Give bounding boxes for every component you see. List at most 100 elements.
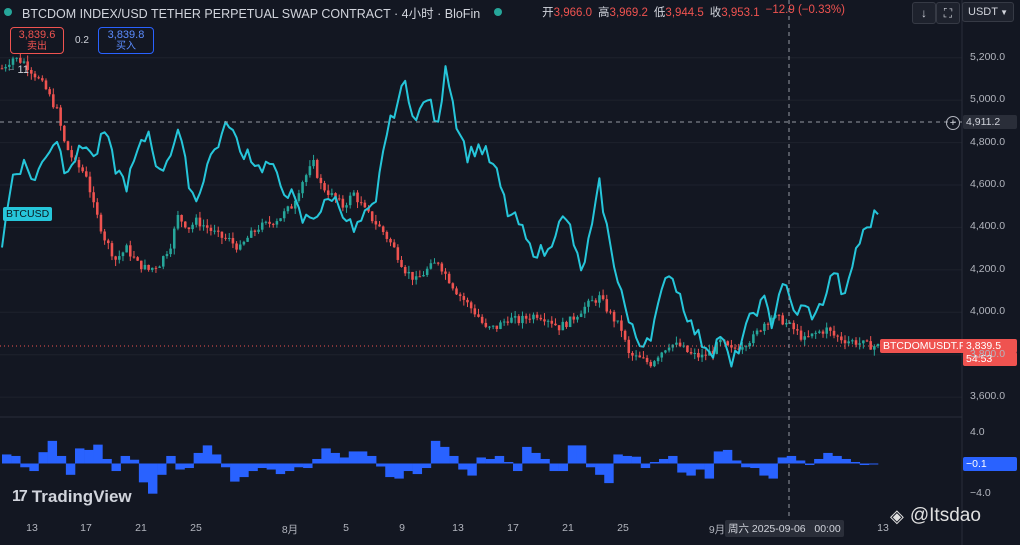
candle-body bbox=[323, 183, 326, 191]
candle-body bbox=[770, 317, 773, 324]
candle-body bbox=[341, 198, 345, 208]
candle-body bbox=[143, 264, 147, 270]
candle-body bbox=[623, 330, 627, 340]
candle-body bbox=[546, 320, 550, 322]
candle-body bbox=[30, 70, 33, 74]
candle-body bbox=[286, 206, 290, 212]
candle-body bbox=[818, 331, 821, 333]
candle-body bbox=[620, 320, 623, 331]
arrow-down-icon[interactable]: ↓ bbox=[912, 2, 936, 24]
oscillator-bar bbox=[722, 449, 733, 464]
tradingview-logo-icon: 17 bbox=[12, 488, 28, 505]
price-tick-label: 3,600.0 bbox=[970, 390, 1006, 403]
candle-body bbox=[821, 331, 825, 334]
oscillator-bar bbox=[166, 455, 176, 464]
oscillator-bar bbox=[275, 463, 286, 475]
oscillator-bar bbox=[741, 463, 751, 468]
oscillator-bar bbox=[421, 463, 432, 469]
candle-body bbox=[840, 336, 843, 341]
candle-body bbox=[381, 226, 385, 232]
buy-button[interactable]: 3,839.8 买入 bbox=[98, 27, 154, 54]
candle-body bbox=[554, 323, 557, 326]
oscillator-bar bbox=[148, 463, 158, 494]
oscillator-bar bbox=[567, 445, 578, 464]
candle-body bbox=[532, 314, 535, 320]
market-status-dot bbox=[4, 8, 12, 16]
oscillator-bar bbox=[202, 445, 213, 464]
candle-body bbox=[579, 313, 583, 317]
time-tick-label: 17 bbox=[80, 522, 92, 534]
candle-body bbox=[796, 329, 799, 331]
candle-body bbox=[605, 299, 609, 312]
price-tick-label: 4,000.0 bbox=[970, 305, 1006, 318]
candle-body bbox=[161, 256, 165, 267]
candle-body bbox=[675, 342, 678, 345]
candle-body bbox=[598, 295, 601, 303]
candle-body bbox=[279, 218, 282, 222]
grid bbox=[0, 57, 962, 398]
currency-label: USDT bbox=[968, 6, 998, 18]
time-tick-label: 21 bbox=[562, 522, 574, 534]
currency-select[interactable]: USDT ▼ bbox=[962, 2, 1014, 22]
candle-body bbox=[385, 231, 389, 239]
candle-body bbox=[612, 311, 616, 322]
candle-body bbox=[788, 322, 792, 324]
candle-body bbox=[308, 166, 312, 176]
candle-body bbox=[539, 317, 543, 320]
countdown-tag: 54:53 bbox=[963, 352, 1017, 366]
candle-body bbox=[499, 322, 502, 329]
candle-body bbox=[264, 221, 268, 223]
candle-body bbox=[194, 217, 198, 225]
oscillator-bar bbox=[686, 463, 696, 476]
candle-body bbox=[147, 264, 150, 270]
candle-body bbox=[389, 238, 392, 243]
sell-button[interactable]: 3,839.6 卖出 bbox=[10, 27, 64, 54]
candle-body bbox=[165, 254, 169, 257]
candle-body bbox=[59, 107, 62, 126]
candle-body bbox=[829, 327, 832, 331]
candle-body bbox=[88, 176, 92, 193]
author-handle: @Itsdao bbox=[909, 505, 981, 526]
oscillator-tick-label: 4.0 bbox=[970, 426, 985, 439]
candle-body bbox=[312, 159, 315, 167]
oscillator-bar bbox=[184, 463, 194, 469]
candle-body bbox=[352, 192, 356, 196]
candle-body bbox=[370, 211, 374, 222]
candle-body bbox=[227, 238, 231, 240]
btcusd-series-tag: BTCUSD bbox=[3, 207, 53, 221]
oscillator-bar bbox=[677, 463, 687, 473]
minus-icon[interactable]: − bbox=[8, 64, 15, 76]
candle-body bbox=[865, 340, 869, 342]
candle-body bbox=[550, 320, 554, 324]
price-tick-label: 5,200.0 bbox=[970, 50, 1006, 63]
candle-body bbox=[506, 321, 510, 323]
low-label: 低 bbox=[653, 7, 666, 19]
buy-label: 买入 bbox=[116, 41, 136, 52]
candle-body bbox=[400, 259, 403, 267]
candle-body bbox=[367, 207, 370, 212]
candle-body bbox=[26, 61, 29, 71]
oscillator-bar bbox=[84, 449, 94, 464]
oscillator-bar bbox=[20, 463, 30, 468]
candle-body bbox=[140, 260, 143, 270]
candle-body bbox=[697, 352, 700, 358]
oscillator-bar bbox=[193, 452, 204, 464]
add-alert-icon[interactable]: + bbox=[946, 116, 960, 130]
candle-body bbox=[110, 243, 114, 257]
candle-body bbox=[517, 316, 521, 324]
candle-body bbox=[488, 326, 491, 328]
candle-body bbox=[129, 245, 132, 257]
quantity-stepper[interactable]: − 11 bbox=[8, 64, 29, 76]
crosshair-time-tag: 周六 2025-09-06 00:00 bbox=[725, 520, 844, 537]
candle-body bbox=[726, 341, 730, 346]
symbol-title[interactable]: BTCDOM INDEX/USD TETHER PERPETUAL SWAP C… bbox=[22, 6, 481, 21]
candle-body bbox=[268, 221, 271, 224]
candle-body bbox=[693, 352, 697, 354]
fullscreen-icon[interactable]: ⛶ bbox=[936, 2, 960, 24]
candle-body bbox=[594, 300, 598, 303]
oscillator-tick-label: −4.0 bbox=[970, 486, 991, 499]
oscillator-bar bbox=[494, 455, 505, 464]
oscillator-bar bbox=[120, 455, 131, 464]
candle-body bbox=[832, 330, 836, 336]
